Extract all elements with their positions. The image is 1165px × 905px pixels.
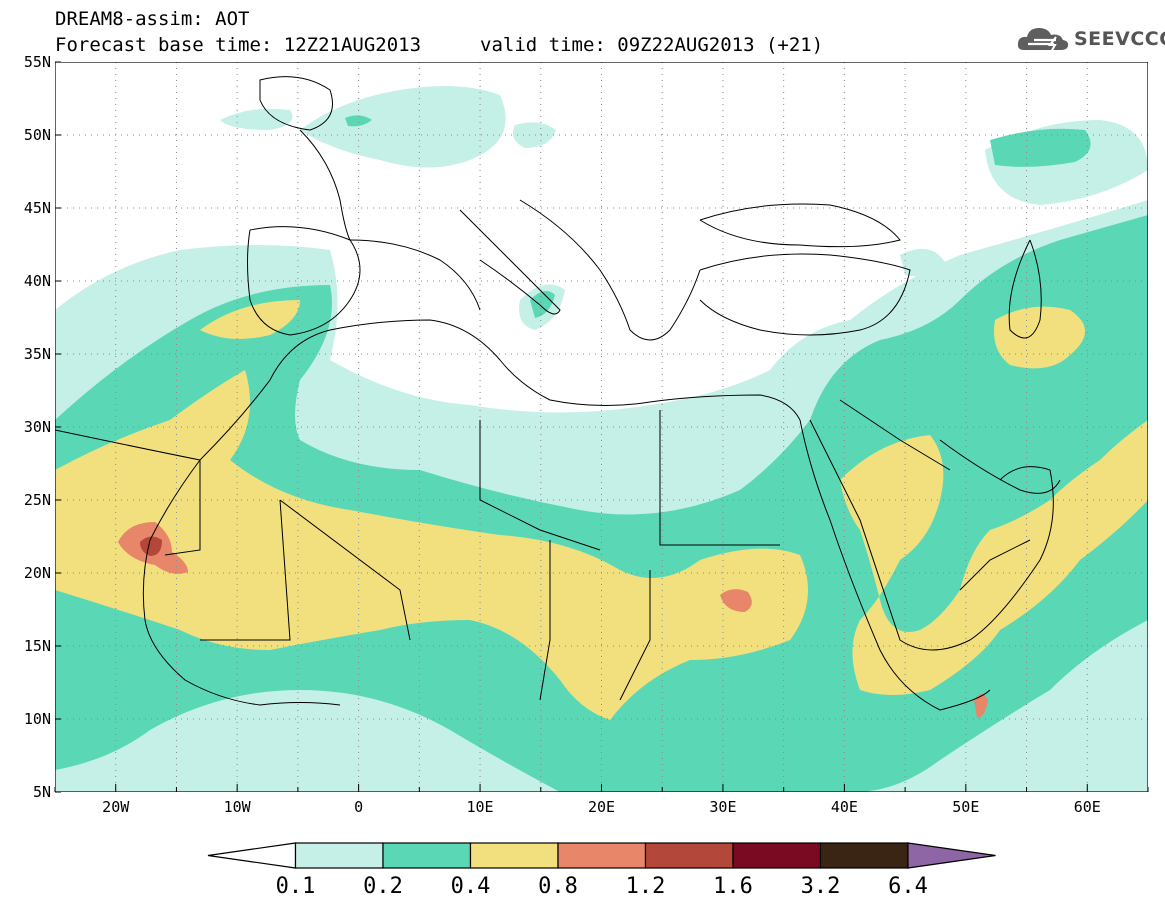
lon-tick-label: 10E	[467, 798, 494, 816]
logo-text: SEEVCCC	[1074, 28, 1165, 50]
colorbar-segment	[382, 842, 472, 869]
longitude-labels: 20W 10W 0 10E 20E 30E 40E 50E 60E	[102, 798, 1101, 816]
latitude-labels: 55N 50N 45N 40N 35N 30N 25N 20N 15N 10N 5N	[24, 53, 51, 801]
valid-time-label: valid time: 09Z22AUG2013 (+21)	[480, 34, 824, 56]
lon-tick-label: 0	[354, 798, 363, 816]
colorbar-segment	[557, 842, 647, 869]
seevccc-logo: SEEVCCC	[1016, 22, 1165, 56]
lat-tick-label: 35N	[24, 345, 51, 363]
colorbar-labels: 0.1 0.2 0.4 0.8 1.2 1.6 3.2 6.4	[276, 874, 928, 899]
colorbar-segment	[469, 842, 559, 869]
lat-tick-label: 15N	[24, 637, 51, 655]
colorbar-label: 0.4	[451, 874, 491, 899]
lon-tick-label: 60E	[1074, 798, 1101, 816]
axis-ticks	[54, 61, 1149, 793]
colorbar-segment	[819, 842, 909, 869]
lon-tick-label: 50E	[952, 798, 979, 816]
colorbar-segment	[294, 842, 384, 869]
colorbar-label: 0.1	[276, 874, 316, 899]
lon-tick-label: 20W	[102, 798, 130, 816]
lat-lon-grid	[55, 62, 1148, 792]
colorbar	[207, 842, 996, 869]
colorbar-segment	[732, 842, 822, 869]
colorbar-left-triangle	[207, 842, 297, 869]
colorbar-label: 1.6	[713, 874, 753, 899]
lat-tick-label: 40N	[24, 272, 51, 290]
colorbar-label: 0.2	[363, 874, 403, 899]
lat-tick-label: 20N	[24, 564, 51, 582]
colorbar-label: 1.2	[626, 874, 666, 899]
lon-tick-label: 20E	[588, 798, 615, 816]
lat-tick-label: 5N	[33, 783, 51, 801]
base-time-label: Forecast base time: 12Z21AUG2013	[55, 34, 422, 56]
lat-tick-label: 30N	[24, 418, 51, 436]
lat-tick-label: 45N	[24, 199, 51, 217]
lon-tick-label: 10W	[224, 798, 252, 816]
cloud-icon	[1017, 28, 1069, 53]
lat-tick-label: 25N	[24, 491, 51, 509]
lat-tick-label: 55N	[24, 53, 51, 71]
colorbar-label: 3.2	[801, 874, 841, 899]
lat-tick-label: 10N	[24, 710, 51, 728]
aot-contour-1.2	[140, 536, 162, 556]
lon-tick-label: 40E	[831, 798, 858, 816]
colorbar-segment	[644, 842, 734, 869]
coastlines-and-borders	[55, 76, 1061, 711]
colorbar-label: 0.8	[538, 874, 578, 899]
map-title: DREAM8-assim: AOT	[55, 8, 250, 30]
colorbar-right-triangle	[907, 842, 996, 869]
colorbar-label: 6.4	[888, 874, 928, 899]
lon-tick-label: 30E	[709, 798, 736, 816]
lat-tick-label: 50N	[24, 126, 51, 144]
